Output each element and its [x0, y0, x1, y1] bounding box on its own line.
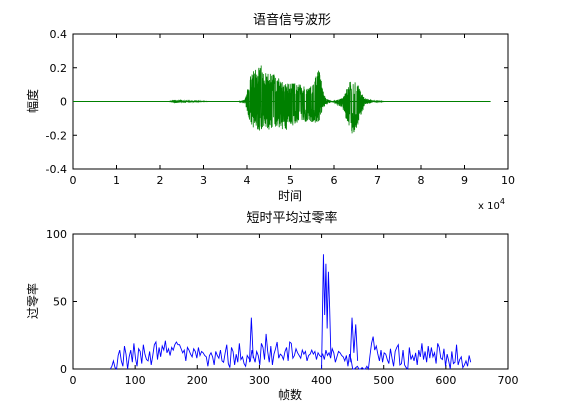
zcr-x-tick-label: 300	[249, 374, 270, 387]
waveform-x-tick-label: 6	[331, 174, 338, 187]
waveform-series	[73, 65, 491, 134]
waveform-y-tick-label: 0.4	[50, 28, 68, 41]
zcr-x-tick-label: 0	[70, 374, 77, 387]
waveform-trace	[73, 65, 491, 134]
zcr-ylabel: 过零率	[25, 283, 40, 319]
zcr-x-tick-label: 200	[187, 374, 208, 387]
waveform-x-tick-label: 4	[244, 174, 251, 187]
zcr-peak-early	[249, 317, 254, 363]
waveform-y-tick-label: -0.2	[46, 129, 67, 142]
waveform-x-tick-label: 2	[157, 174, 164, 187]
zcr-x-tick-label: 400	[311, 374, 332, 387]
waveform-xlabel: 时间	[278, 189, 302, 203]
zcr-peak-secondary	[349, 317, 359, 363]
zcr-xlabel: 帧数	[278, 387, 302, 402]
waveform-title: 语音信号波形	[253, 12, 331, 28]
zcr-x-tick-label: 500	[373, 374, 394, 387]
zcr-trace	[109, 333, 472, 371]
waveform-y-tick-label: -0.4	[46, 163, 67, 176]
waveform-x-ticks: 0 1 2 3 4 5 6 7 8 9 10	[70, 34, 515, 187]
zcr-peak-main	[321, 254, 332, 370]
zcr-chart: 短时平均过零率 0 100 200 300 400 500 600 700 0 50 100 帧数…	[25, 210, 519, 402]
waveform-x-tick-label: 8	[418, 174, 425, 187]
zcr-series	[109, 254, 472, 371]
zcr-axes-box	[72, 233, 509, 370]
waveform-x-tick-label: 1	[113, 174, 120, 187]
zcr-x-tick-label: 100	[125, 374, 146, 387]
waveform-x-tick-label: 3	[200, 174, 207, 187]
zcr-x-tick-label: 700	[498, 374, 519, 387]
zcr-y-ticks: 0 50 100	[46, 228, 508, 376]
waveform-x-exponent-power: 4	[500, 197, 505, 206]
zcr-y-tick-label: 0	[60, 363, 67, 376]
zcr-x-ticks: 0 100 200 300 400 500 600 700	[70, 234, 519, 387]
waveform-x-tick-label: 0	[70, 174, 77, 187]
waveform-y-tick-label: 0	[60, 96, 67, 109]
zcr-x-tick-label: 600	[435, 374, 456, 387]
waveform-x-tick-label: 10	[501, 174, 515, 187]
zcr-title: 短时平均过零率	[246, 210, 337, 226]
zcr-y-tick-label: 100	[46, 228, 67, 241]
waveform-x-tick-label: 5	[287, 174, 294, 187]
zcr-y-tick-label: 50	[53, 296, 67, 309]
waveform-x-tick-label: 9	[461, 174, 468, 187]
waveform-ylabel: 幅度	[25, 89, 40, 113]
waveform-x-exponent: x 104	[478, 197, 505, 212]
waveform-chart: 语音信号波形 0 1 2 3 4 5 6 7 8 9 10 -0.4 -0.2 0 0.2 0.4 时间 幅…	[25, 12, 515, 212]
waveform-x-tick-label: 7	[374, 174, 381, 187]
waveform-y-tick-label: 0.2	[50, 62, 68, 75]
